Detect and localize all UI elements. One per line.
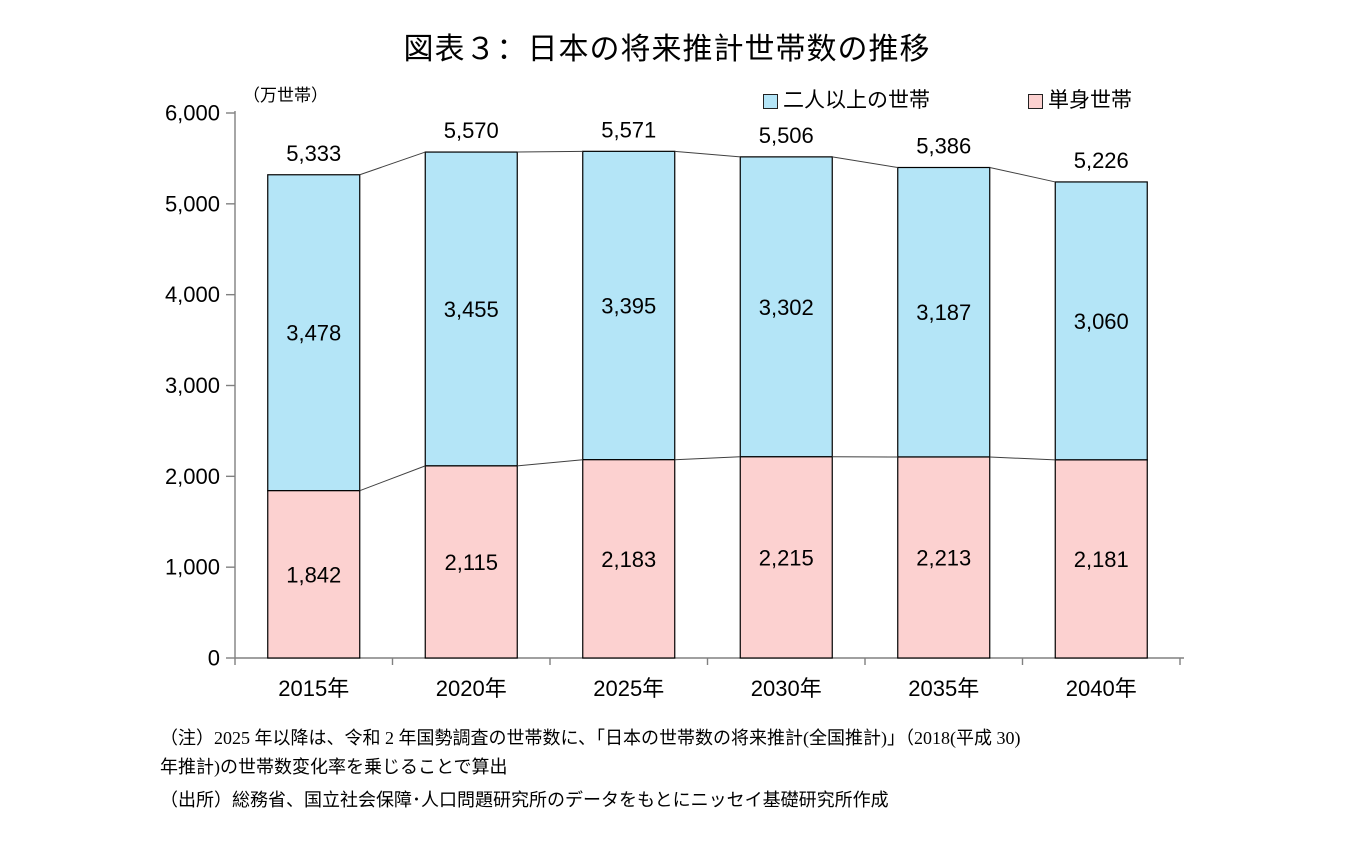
series-connector-single <box>359 465 426 492</box>
segment-label-multi-person: 3,302 <box>759 295 814 320</box>
series-connector-total <box>989 167 1056 183</box>
total-label: 5,571 <box>601 117 656 142</box>
bar-segment-multi-person-2030年 <box>739 156 833 458</box>
legend-item-single: 単身世帯 <box>1028 90 1132 112</box>
segment-label-multi-person: 3,455 <box>444 297 499 322</box>
chart-notes: （注）2025 年以降は、令和 2 年国勢調査の世帯数に、「日本の世帯数の将来推… <box>160 724 1220 815</box>
y-tick-label: 5,000 <box>165 191 220 216</box>
y-tick-label: 1,000 <box>165 555 220 580</box>
bar-segment-single-2040年 <box>1054 459 1148 659</box>
segment-label-single: 2,213 <box>916 545 971 570</box>
legend-label-multi-person: 二人以上の世帯 <box>783 89 930 112</box>
bar-segment-single-2025年 <box>582 459 676 659</box>
bar-segment-multi-person-2015年 <box>267 174 361 492</box>
x-category-label: 2015年 <box>278 676 349 701</box>
series-connector-total <box>674 150 741 158</box>
legend-label-single: 単身世帯 <box>1048 89 1132 112</box>
total-label: 5,386 <box>916 134 971 159</box>
x-category-label: 2040年 <box>1066 676 1137 701</box>
y-tick-label: 3,000 <box>165 373 220 398</box>
segment-label-single: 2,183 <box>601 547 656 572</box>
segment-label-multi-person: 3,478 <box>286 321 341 346</box>
series-connector-single <box>989 456 1056 461</box>
segment-label-single: 2,181 <box>1074 547 1129 572</box>
bar-segment-single-2020年 <box>424 465 518 659</box>
y-tick-label: 0 <box>208 646 220 671</box>
segment-label-multi-person: 3,187 <box>916 300 971 325</box>
segment-label-single: 1,842 <box>286 562 341 587</box>
series-connector-total <box>359 151 426 176</box>
series-connector-single <box>517 459 583 467</box>
y-tick-label: 4,000 <box>165 282 220 307</box>
note-line-1: （注）2025 年以降は、令和 2 年国勢調査の世帯数に、「日本の世帯数の将来推… <box>160 728 1021 748</box>
legend-swatch-multi-person-icon <box>763 93 778 109</box>
bar-segment-single-2015年 <box>267 490 361 659</box>
total-label: 5,570 <box>444 118 499 143</box>
legend-item-multi-person: 二人以上の世帯 <box>763 90 930 112</box>
y-tick-label: 6,000 <box>165 101 220 126</box>
total-label: 5,506 <box>759 123 814 148</box>
series-connector-total <box>832 156 898 168</box>
x-category-label: 2025年 <box>593 676 664 701</box>
y-axis-unit-label: （万世帯） <box>243 86 328 105</box>
total-label: 5,226 <box>1074 148 1129 173</box>
total-label: 5,333 <box>286 141 341 166</box>
bar-segment-multi-person-2035年 <box>897 166 991 458</box>
bar-segment-multi-person-2040年 <box>1054 181 1148 461</box>
segment-label-single: 2,215 <box>759 545 814 570</box>
x-category-label: 2035年 <box>908 676 979 701</box>
source-line: （出所）総務省、国立社会保障･人口問題研究所のデータをもとにニッセイ基礎研究所作… <box>160 790 889 810</box>
series-connector-single <box>674 456 741 461</box>
bar-segment-single-2030年 <box>739 456 833 659</box>
segment-label-multi-person: 3,395 <box>601 294 656 319</box>
note-line-2: 年推計)の世帯数変化率を乗じることで算出 <box>160 757 508 777</box>
segment-label-multi-person: 3,060 <box>1074 309 1129 334</box>
legend-swatch-single-icon <box>1028 93 1043 109</box>
chart-title: 図表３：日本の将来推計世帯数の推移 <box>403 33 931 66</box>
y-tick-label: 2,000 <box>165 464 220 489</box>
x-category-label: 2030年 <box>751 676 822 701</box>
x-category-label: 2020年 <box>436 676 507 701</box>
bar-segment-multi-person-2025年 <box>582 150 676 461</box>
segment-label-single: 2,115 <box>445 550 498 575</box>
bar-segment-single-2035年 <box>897 456 991 659</box>
series-connector-total <box>517 150 583 153</box>
